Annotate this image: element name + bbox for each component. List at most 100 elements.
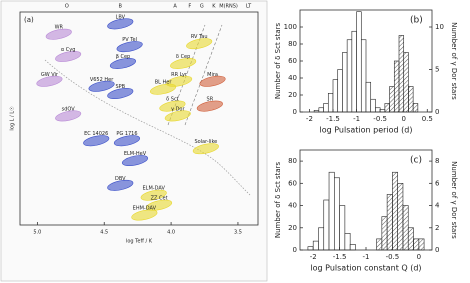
histogram-bar (376, 238, 383, 251)
x-axis-label: log Pulsation period (d) (320, 126, 413, 135)
histogram-bar (407, 227, 414, 251)
region-label: sdOV (62, 106, 76, 112)
panel-label: (b) (410, 16, 423, 26)
region (146, 199, 173, 211)
y2-axis-label: Number of γ Dor stars (450, 161, 458, 239)
y-axis-label: Number of δ Sct stars (274, 162, 282, 239)
region (107, 18, 134, 30)
histogram-bar (408, 86, 414, 113)
spectral-type: B (119, 4, 123, 10)
region (159, 100, 186, 112)
y-tick-label: 80 (288, 40, 297, 48)
region-label: ZZ Cet (151, 196, 168, 202)
x-tick-label: -1 (363, 253, 370, 261)
x-tick-label: -1.5 (333, 253, 347, 261)
region-label: LBV (116, 14, 126, 20)
x-tick-label: 0 (401, 115, 405, 123)
histogram-bar (418, 238, 425, 251)
x-tick-label: -2 (306, 115, 313, 123)
region-label: SR (207, 97, 214, 103)
y-tick-label: 100 (284, 23, 297, 31)
x-tick-label: -2 (310, 253, 317, 261)
region-label: α Cyg (61, 47, 76, 53)
y-axis-label: log L / L☉ (10, 106, 16, 130)
region (109, 58, 137, 69)
region-label: BL Her (155, 80, 173, 86)
histogram-bar (375, 107, 381, 113)
region (113, 135, 141, 147)
region-label: WR (55, 25, 64, 31)
region-label: EHM-DAV (133, 205, 157, 211)
histogram-bar (381, 216, 388, 251)
spectral-type: LT (246, 4, 252, 10)
spectral-type: F (188, 4, 191, 10)
histogram-bar (365, 81, 372, 113)
x-axis-label: log Pulsation constant Q (d) (310, 264, 421, 273)
histogram-bar (393, 60, 400, 113)
spectral-type: G (200, 4, 204, 10)
x-tick-label: 0.5 (422, 115, 433, 123)
histogram-bar (346, 39, 353, 113)
y-tick-label: 0 (293, 108, 297, 116)
histogram-bar (351, 30, 357, 113)
region (150, 83, 177, 95)
histogram-bar (312, 240, 319, 251)
region (186, 38, 213, 50)
y2-tick-label: 5 (435, 66, 439, 74)
histogram-bar (307, 246, 314, 251)
region (107, 179, 134, 191)
region (116, 41, 143, 53)
region-label: ELM-HeV (124, 151, 147, 157)
histogram-bar (412, 103, 419, 113)
plot-frame (19, 11, 259, 226)
histogram-bar (389, 86, 395, 113)
region-label: γ Dor (171, 106, 185, 112)
region (45, 28, 72, 40)
region-label: RV Tau (191, 34, 208, 40)
histogram-bar (397, 183, 404, 251)
histogram-bar (328, 171, 335, 251)
region (170, 58, 197, 69)
region (140, 189, 167, 201)
y2-tick-label: 10 (435, 23, 444, 31)
x-tick-label: 4.0 (167, 230, 175, 236)
histogram-bar (413, 238, 420, 251)
x-tick-label: 4.5 (100, 230, 108, 236)
region (199, 75, 226, 87)
histogram-bar (318, 227, 325, 251)
region (164, 110, 191, 122)
region-label: RR Lyr (171, 72, 188, 78)
y-tick-label: 20 (288, 224, 297, 232)
y-tick-label: 0 (293, 246, 297, 254)
histogram-bar (318, 107, 324, 113)
histogram-bar (334, 177, 340, 251)
y-tick-label: 40 (288, 74, 297, 82)
region-label: GW Vir (41, 72, 59, 78)
histogram-bar (323, 103, 329, 113)
y-tick-label: 40 (288, 202, 297, 210)
region (55, 110, 82, 122)
histogram-bar (327, 93, 334, 113)
y2-tick-label: 0 (435, 246, 439, 254)
instability-strip (184, 24, 223, 126)
main-sequence (44, 59, 251, 196)
y2-tick-label: 4 (435, 202, 440, 210)
region-label: PG 1716 (116, 131, 137, 137)
region (131, 209, 158, 221)
region-label: V652 Her (90, 77, 114, 83)
region-label: SPB (115, 84, 125, 90)
region (196, 100, 223, 112)
histogram-bar (398, 35, 405, 113)
spectral-type: O (65, 4, 69, 10)
y-axis-label: Number of δ Sct stars (274, 23, 282, 100)
histogram-bar (344, 233, 351, 251)
histogram-bar (402, 205, 409, 251)
y2-tick-label: 8 (435, 157, 439, 165)
x-tick-label: 0 (417, 253, 421, 261)
region-label: δ Sct (166, 97, 179, 103)
y-tick-label: 80 (288, 157, 297, 165)
region-label: EC 14026 (84, 131, 108, 137)
y2-tick-label: 0 (435, 108, 439, 116)
region-label: δ Cep (176, 54, 190, 60)
x-tick-label: -1 (353, 115, 360, 123)
